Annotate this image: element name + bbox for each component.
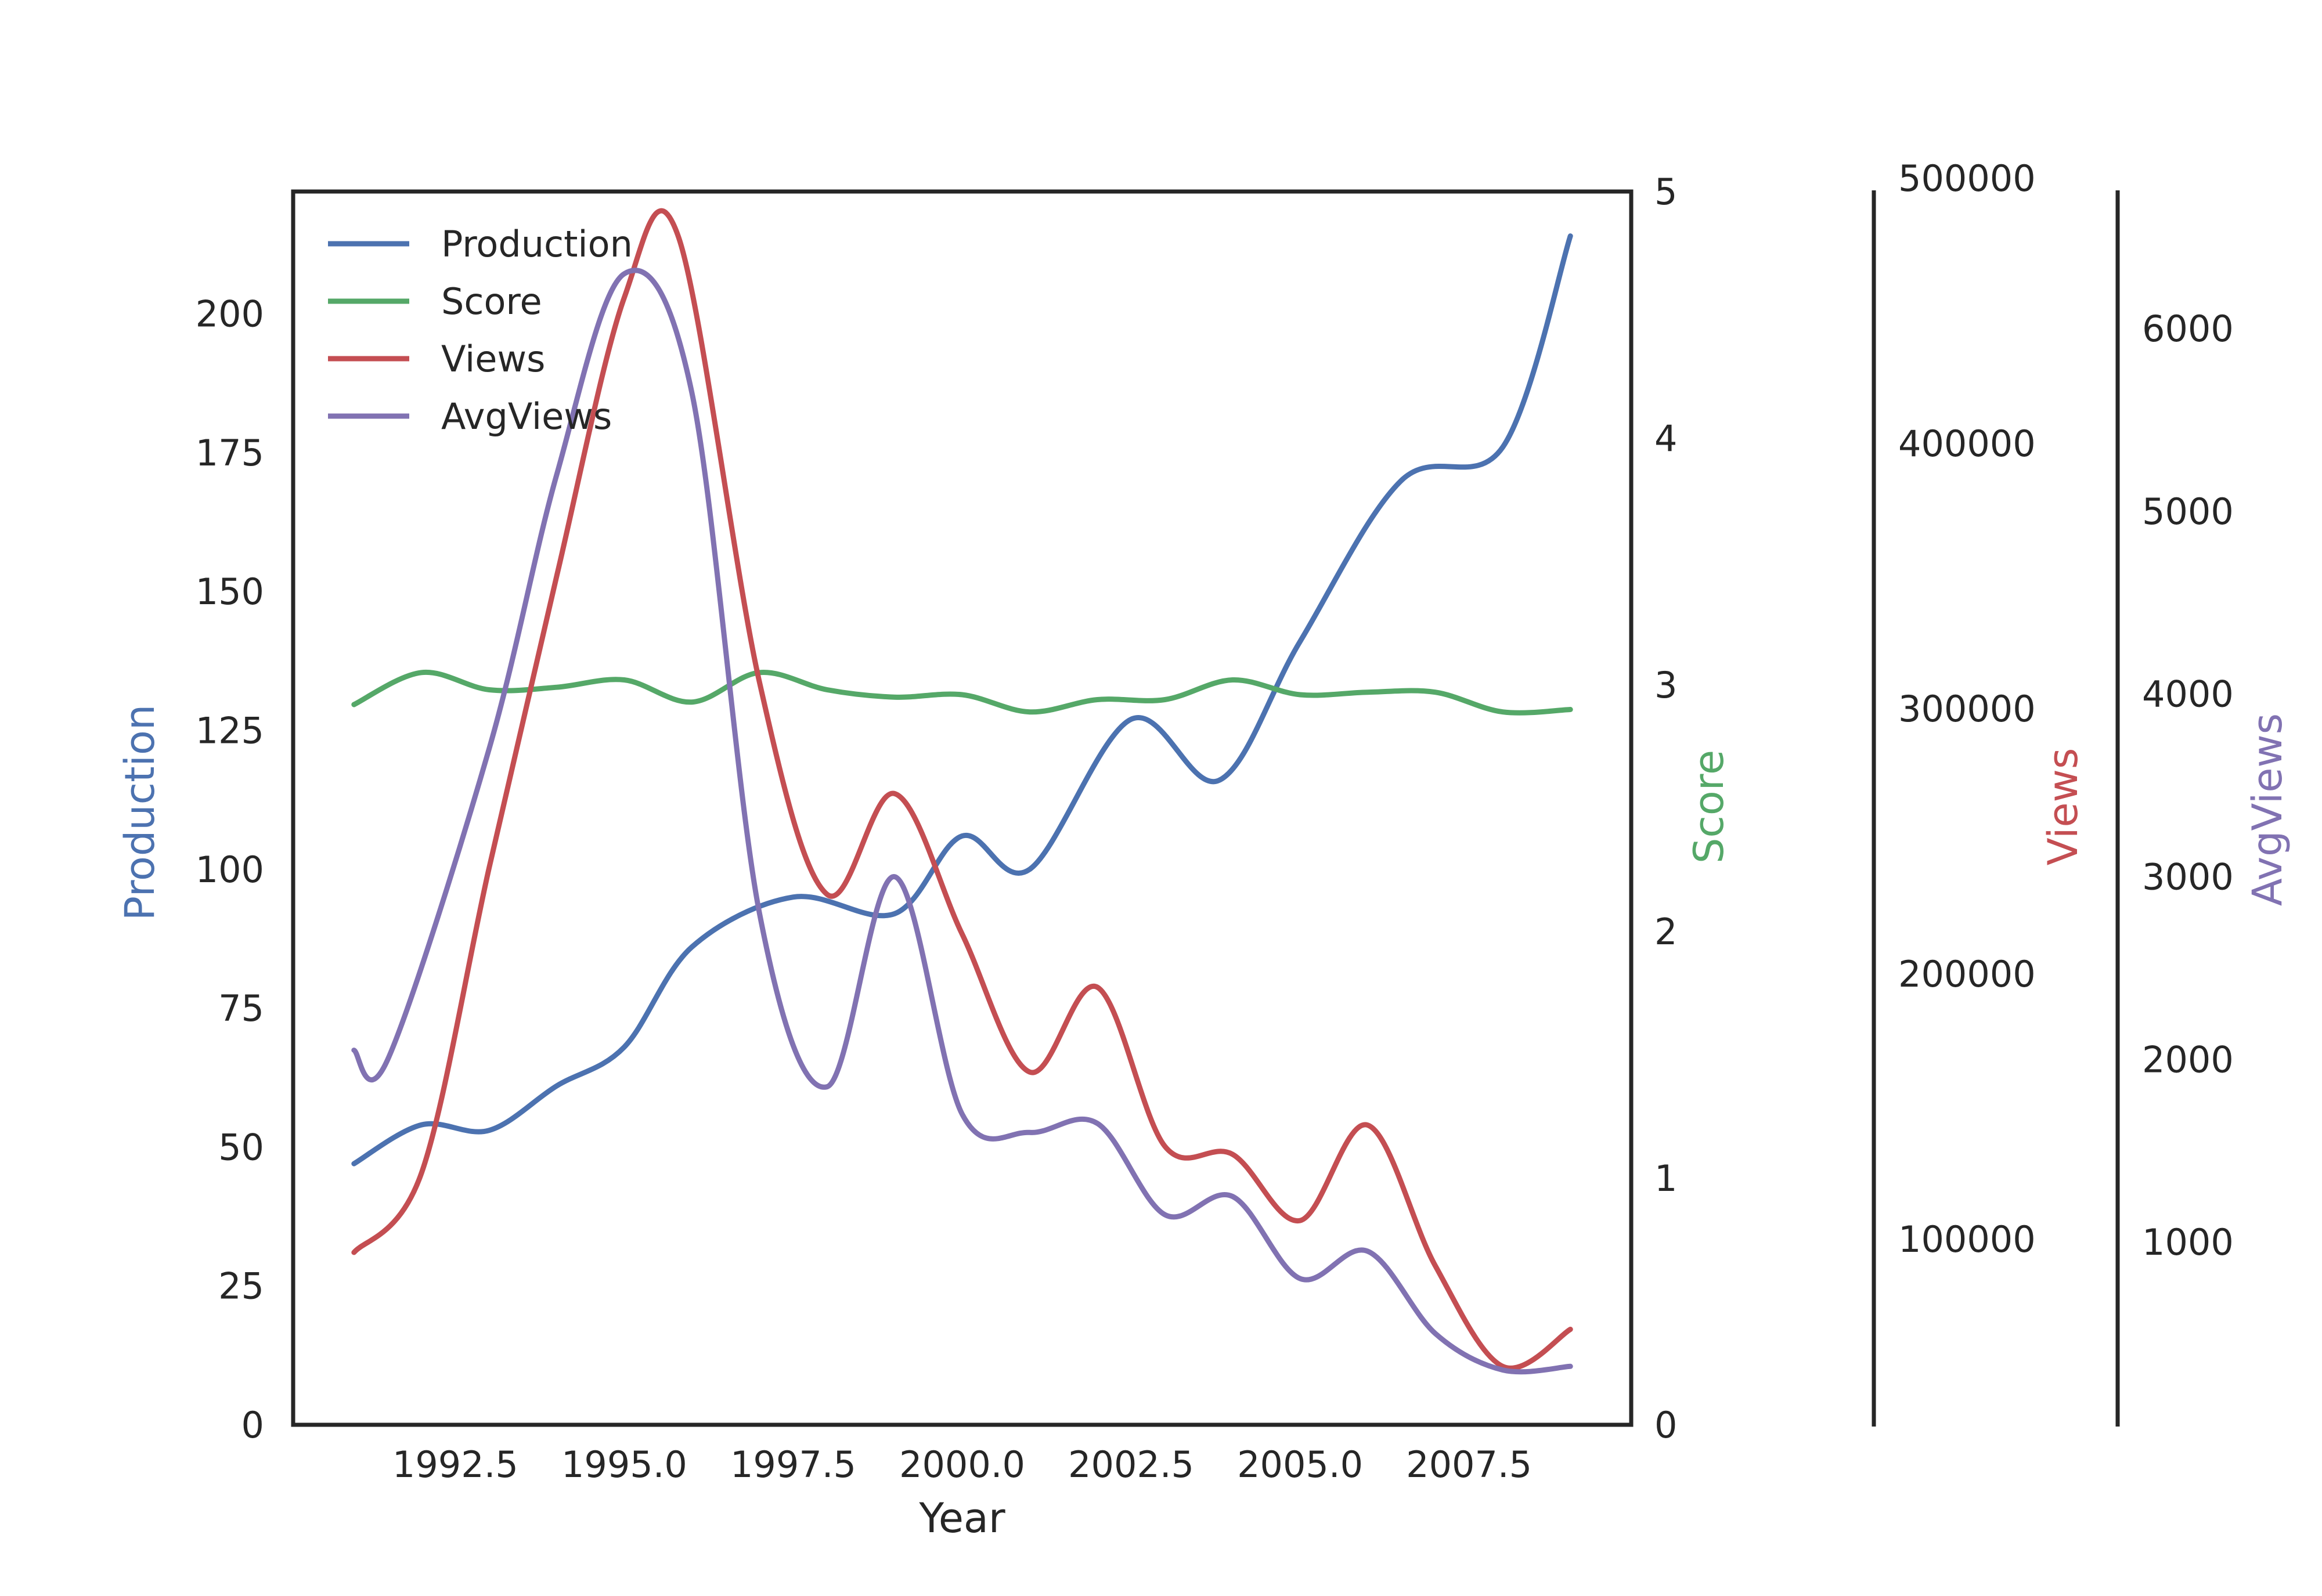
score-tick-label: 2 bbox=[1654, 911, 1677, 953]
score-tick-label: 5 bbox=[1654, 171, 1677, 213]
score-tick-label: 1 bbox=[1654, 1157, 1677, 1200]
production-axis-title: Production bbox=[116, 705, 164, 920]
avgviews-tick-label: 3000 bbox=[2142, 856, 2234, 898]
views-tick-label: 100000 bbox=[1898, 1218, 2036, 1261]
avgviews-tick-label: 1000 bbox=[2142, 1221, 2234, 1263]
plot-frame bbox=[291, 189, 1634, 1427]
production-tick-label: 200 bbox=[196, 293, 264, 335]
axis-titles: Production Score Views AvgViews bbox=[116, 705, 2291, 920]
views-tick-label: 300000 bbox=[1898, 688, 2036, 730]
production-tick-label: 0 bbox=[241, 1404, 264, 1446]
x-tick-label: 2005.0 bbox=[1237, 1443, 1363, 1486]
legend-label-avgviews: AvgViews bbox=[441, 395, 612, 438]
production-tick-label: 175 bbox=[196, 432, 264, 474]
legend: Production Score Views AvgViews bbox=[328, 223, 633, 438]
avgviews-tick-label: 6000 bbox=[2142, 308, 2234, 350]
score-tick-label: 0 bbox=[1654, 1404, 1677, 1446]
series-line-score bbox=[351, 669, 1573, 716]
score-axis-title: Score bbox=[1685, 750, 1733, 864]
production-tick-label: 125 bbox=[196, 709, 264, 752]
views-tick-label: 500000 bbox=[1898, 157, 2036, 200]
score-tick-label: 4 bbox=[1654, 417, 1677, 460]
legend-label-score: Score bbox=[441, 280, 542, 323]
series-lines bbox=[351, 208, 1573, 1375]
x-tick-label: 1995.0 bbox=[561, 1443, 687, 1486]
views-tick-label: 200000 bbox=[1898, 953, 2036, 995]
avgviews-axis-title: AvgViews bbox=[2244, 713, 2291, 906]
x-tick-labels: 1992.5 1995.0 1997.5 2000.0 2002.5 2005.0 2007… bbox=[392, 1443, 1532, 1542]
x-tick-label: 2002.5 bbox=[1068, 1443, 1194, 1486]
x-tick-label: 2007.5 bbox=[1406, 1443, 1532, 1486]
production-tick-label: 25 bbox=[218, 1265, 264, 1308]
y-tick-labels: 0255075100125150175200012345100000200000… bbox=[196, 157, 2234, 1446]
views-tick-label: 400000 bbox=[1898, 423, 2036, 465]
series-line-views bbox=[351, 208, 1573, 1371]
x-tick-label: 1997.5 bbox=[730, 1443, 856, 1486]
views-axis-title: Views bbox=[2039, 748, 2087, 866]
avgviews-tick-label: 5000 bbox=[2142, 490, 2234, 533]
production-tick-label: 150 bbox=[196, 570, 264, 613]
production-tick-label: 75 bbox=[218, 987, 264, 1030]
avgviews-tick-label: 4000 bbox=[2142, 673, 2234, 716]
x-tick-label: 2000.0 bbox=[899, 1443, 1025, 1486]
series-line-avgviews bbox=[351, 268, 1573, 1375]
legend-label-production: Production bbox=[441, 223, 633, 265]
x-axis-title: Year bbox=[918, 1494, 1005, 1542]
avgviews-tick-label: 2000 bbox=[2142, 1038, 2234, 1081]
score-tick-label: 3 bbox=[1654, 664, 1677, 706]
series-line-production bbox=[351, 233, 1573, 1167]
production-tick-label: 50 bbox=[218, 1126, 264, 1168]
x-tick-label: 1992.5 bbox=[392, 1443, 518, 1486]
production-tick-label: 100 bbox=[196, 848, 264, 891]
legend-label-views: Views bbox=[441, 338, 545, 380]
